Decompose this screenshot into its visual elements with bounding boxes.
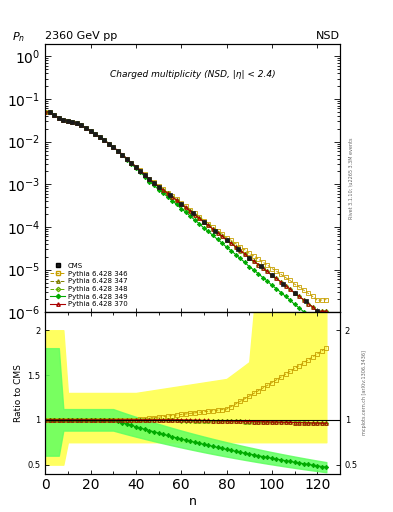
Text: CMS_2011_S8884919: CMS_2011_S8884919	[159, 321, 226, 326]
Text: Charged multiplicity (NSD, |η| < 2.4): Charged multiplicity (NSD, |η| < 2.4)	[110, 70, 275, 79]
Y-axis label: mcplots.cern.ch [arXiv:1306.3436]: mcplots.cern.ch [arXiv:1306.3436]	[362, 351, 367, 435]
Y-axis label: Ratio to CMS: Ratio to CMS	[14, 364, 23, 422]
Y-axis label: Rivet 3.1.10; \u2265 3.3M events: Rivet 3.1.10; \u2265 3.3M events	[349, 137, 354, 219]
Y-axis label: $P_n$: $P_n$	[12, 30, 25, 44]
Legend: CMS, Pythia 6.428 346, Pythia 6.428 347, Pythia 6.428 348, Pythia 6.428 349, Pyt: CMS, Pythia 6.428 346, Pythia 6.428 347,…	[49, 262, 129, 309]
Text: NSD: NSD	[316, 31, 340, 41]
X-axis label: n: n	[189, 495, 196, 508]
Text: 2360 GeV pp: 2360 GeV pp	[45, 31, 118, 41]
